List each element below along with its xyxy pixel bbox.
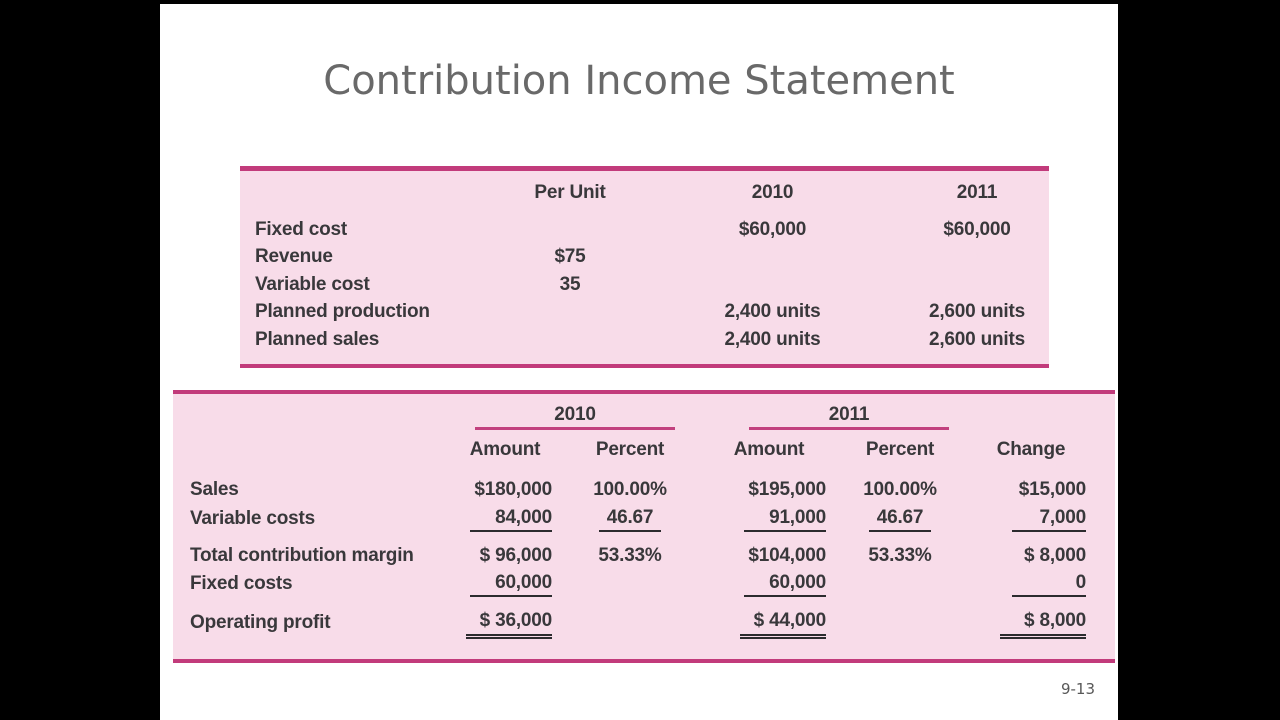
letterbox-left: [0, 0, 160, 720]
letterbox-right: [1118, 0, 1280, 720]
cell-percent-2011: 53.33%: [868, 545, 932, 566]
cell-percent-2010: 100.00%: [593, 478, 667, 500]
row-label: Planned sales: [255, 328, 380, 350]
income-statement-table: 2010 2011 Amount Percent Amount Percent …: [173, 390, 1115, 663]
group-header-2011: 2011: [700, 404, 962, 430]
table-row: Sales $180,000 100.00% $195,000 100.00% …: [173, 475, 1115, 504]
col-header-per-unit: Per Unit: [534, 182, 606, 203]
table-row: Revenue $75: [240, 244, 1049, 272]
cell-2010: 2,400 units: [724, 301, 821, 323]
cell-amount-2011: $104,000: [748, 545, 826, 566]
col-header-change: Change: [996, 439, 1066, 460]
cell-amount-2011: 60,000: [700, 572, 838, 597]
cell-percent-2010: 53.33%: [598, 545, 662, 566]
table-row: Variable cost 35: [240, 271, 1049, 299]
col-header-percent-2011: Percent: [865, 439, 935, 460]
cell-amount-2010: $ 36,000: [450, 610, 560, 639]
page-number: 9-13: [1060, 680, 1095, 698]
row-label: Sales: [190, 478, 239, 500]
cell-2011: 2,600 units: [928, 328, 1025, 350]
cell-amount-2010: $ 96,000: [479, 545, 553, 566]
cell-2011: 2,600 units: [928, 301, 1025, 323]
group-header-2010: 2010: [450, 404, 700, 430]
col-header-percent-2010: Percent: [595, 439, 665, 460]
cell-per-unit: 35: [559, 273, 581, 295]
cell-change: 7,000: [962, 507, 1100, 532]
cell-amount-2011: 91,000: [700, 507, 838, 532]
group-header-2010-label: 2010: [554, 404, 596, 425]
col-header-2010: 2010: [751, 182, 794, 203]
top-edge-line: [0, 0, 1280, 4]
table-row: Planned sales 2,400 units 2,600 units: [240, 326, 1049, 354]
cell-change: $ 8,000: [962, 610, 1100, 639]
group-header-2011-label: 2011: [828, 404, 870, 425]
cell-percent-2011: [838, 612, 962, 634]
column-header-row: Amount Percent Amount Percent Change: [173, 437, 1115, 463]
table-row: Operating profit $ 36,000 $ 44,000 $ 8,0…: [173, 608, 1115, 639]
col-header-amount-2011: Amount: [733, 439, 805, 460]
cell-per-unit: $75: [554, 246, 586, 268]
cell-percent-2010: [560, 573, 700, 595]
row-label: Operating profit: [190, 611, 331, 633]
table-row: Total contribution margin $ 96,000 53.33…: [173, 542, 1115, 570]
row-label: Fixed cost: [255, 218, 347, 240]
cell-percent-2011: 100.00%: [863, 478, 937, 500]
table-row: Variable costs 84,000 46.67 91,000 46.67…: [173, 504, 1115, 534]
cell-amount-2011: $195,000: [748, 478, 826, 500]
cell-2011: $60,000: [943, 218, 1011, 240]
row-label: Total contribution margin: [190, 545, 414, 566]
group-spacer: [173, 404, 450, 430]
cell-change: $ 8,000: [1024, 545, 1086, 566]
cell-amount-2010: $180,000: [474, 478, 552, 500]
cell-percent-2010: [560, 612, 700, 634]
page-title: Contribution Income Statement: [323, 58, 955, 104]
row-label: Fixed costs: [190, 573, 293, 594]
cell-amount-2010: 60,000: [450, 572, 560, 597]
cell-percent-2011: [838, 573, 962, 595]
col-header-amount-2010: Amount: [469, 439, 541, 460]
cell-percent-2010: 46.67: [560, 507, 700, 532]
table-row: Fixed costs 60,000 60,000 0: [173, 570, 1115, 598]
group-underline-2011: [749, 427, 949, 430]
table-header-row: Per Unit 2010 2011: [240, 179, 1049, 207]
row-label: Revenue: [255, 246, 333, 268]
group-underline-2010: [475, 427, 675, 430]
cell-amount-2010: 84,000: [450, 507, 560, 532]
row-label: Planned production: [255, 301, 430, 323]
cell-2010: 2,400 units: [724, 328, 821, 350]
per-unit-table: Per Unit 2010 2011 Fixed cost $60,000 $6…: [240, 166, 1049, 368]
col-header-2011: 2011: [956, 182, 998, 203]
cell-2010: $60,000: [738, 218, 807, 240]
cell-change: $15,000: [1018, 478, 1086, 500]
cell-change: 0: [962, 572, 1100, 597]
cell-percent-2011: 46.67: [838, 507, 962, 532]
table-row: Planned production 2,400 units 2,600 uni…: [240, 299, 1049, 327]
row-label: Variable cost: [255, 273, 370, 295]
cell-amount-2011: $ 44,000: [700, 610, 838, 639]
table-row: Fixed cost $60,000 $60,000: [240, 216, 1049, 244]
year-group-header-row: 2010 2011: [173, 404, 1115, 430]
row-label: Variable costs: [190, 508, 315, 529]
